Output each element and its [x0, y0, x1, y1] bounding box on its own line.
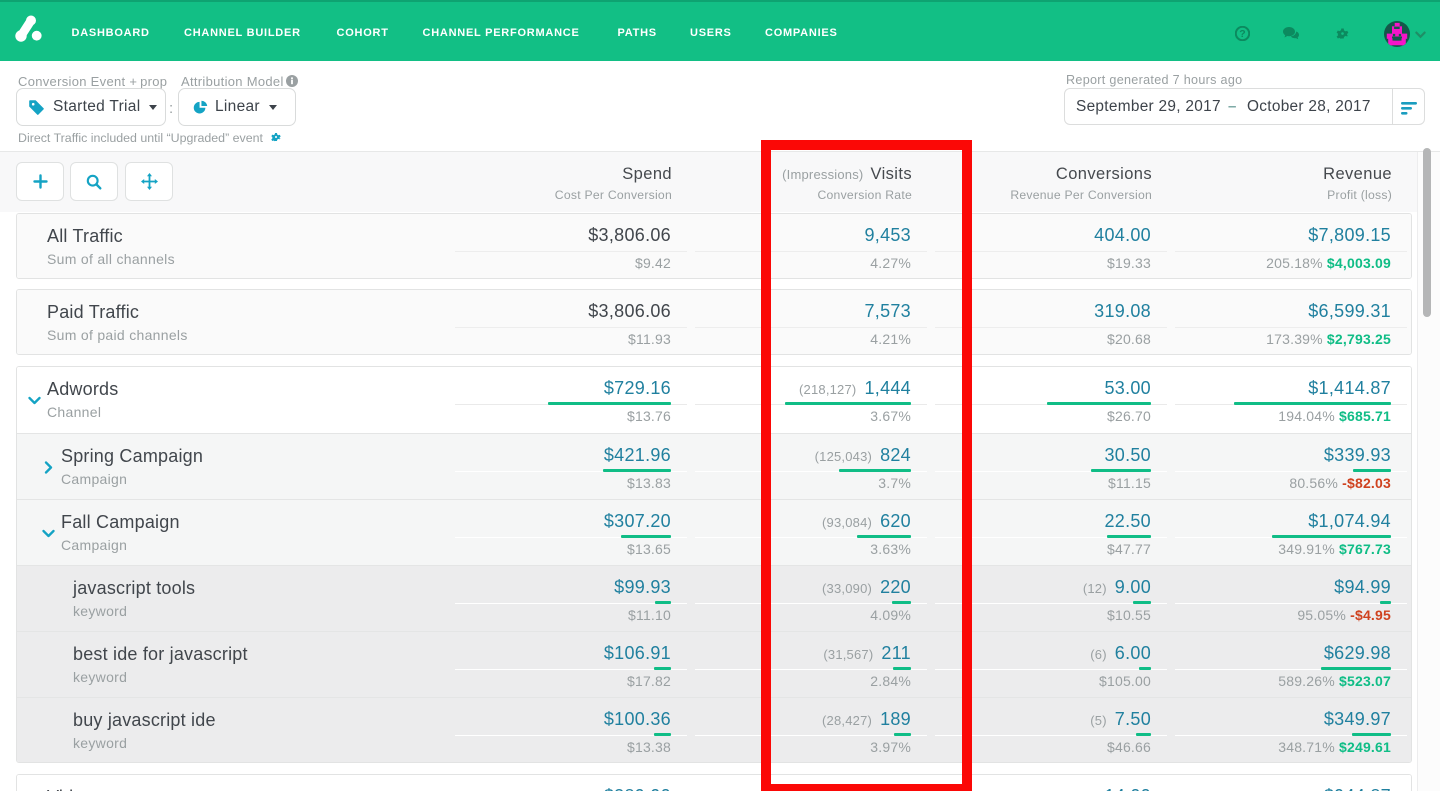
svg-text:?: ?: [1239, 28, 1245, 40]
